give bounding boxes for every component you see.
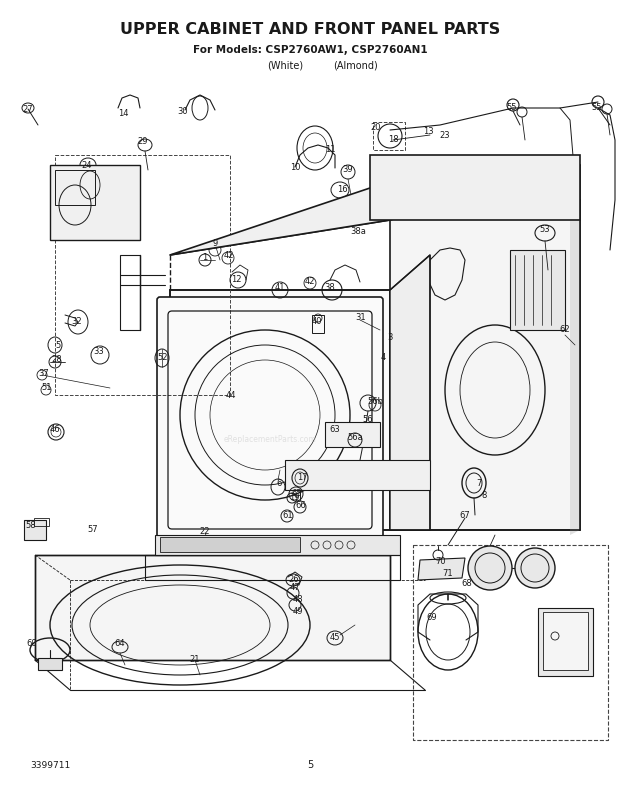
Text: 24: 24 — [82, 161, 92, 171]
Bar — [285, 460, 430, 490]
Text: 14: 14 — [118, 108, 128, 118]
Text: 3399711: 3399711 — [30, 761, 70, 769]
Text: 66: 66 — [296, 502, 306, 510]
Text: 49: 49 — [293, 608, 303, 616]
Text: 68: 68 — [462, 578, 472, 588]
Bar — [50, 165, 140, 240]
Text: 60: 60 — [27, 638, 37, 648]
Text: 55: 55 — [507, 103, 517, 112]
Text: 11: 11 — [325, 145, 335, 153]
Text: 38a: 38a — [350, 228, 366, 236]
Bar — [34, 518, 49, 526]
Text: 3: 3 — [388, 333, 392, 341]
Text: 71: 71 — [443, 569, 453, 577]
Text: 40: 40 — [312, 318, 322, 326]
Bar — [325, 422, 380, 447]
Text: 58: 58 — [25, 521, 37, 529]
Text: 33: 33 — [94, 348, 104, 356]
Text: 18: 18 — [388, 136, 398, 145]
Text: 42: 42 — [224, 251, 234, 261]
Text: 13: 13 — [423, 127, 433, 137]
Polygon shape — [170, 165, 580, 255]
Text: (Almond): (Almond) — [332, 60, 378, 70]
Text: 53: 53 — [539, 225, 551, 235]
Text: 56: 56 — [363, 416, 373, 424]
Text: 19: 19 — [289, 492, 299, 502]
Text: 6: 6 — [277, 480, 281, 488]
Text: 63: 63 — [330, 426, 340, 434]
Text: 8: 8 — [481, 491, 487, 501]
Text: 55: 55 — [591, 103, 602, 112]
Text: 5: 5 — [55, 340, 61, 349]
Text: 44: 44 — [226, 390, 236, 400]
Bar — [160, 537, 300, 552]
Bar — [510, 250, 565, 330]
Polygon shape — [570, 195, 580, 535]
Text: 22: 22 — [200, 526, 210, 536]
Bar — [312, 315, 324, 333]
Text: 31: 31 — [356, 313, 366, 322]
Text: 64: 64 — [115, 639, 125, 649]
Text: 10: 10 — [290, 163, 300, 171]
Text: 52: 52 — [157, 352, 168, 362]
Bar — [38, 658, 62, 670]
Text: 17: 17 — [297, 472, 308, 481]
Text: 38: 38 — [325, 284, 335, 292]
Text: 61: 61 — [283, 510, 293, 520]
Bar — [24, 520, 46, 540]
Bar — [155, 535, 400, 555]
Text: 32: 32 — [72, 318, 82, 326]
Text: eReplacementParts.com: eReplacementParts.com — [224, 435, 316, 445]
Polygon shape — [35, 555, 390, 660]
Text: For Models: CSP2760AW1, CSP2760AN1: For Models: CSP2760AW1, CSP2760AN1 — [193, 45, 427, 55]
Polygon shape — [390, 200, 580, 530]
Bar — [543, 612, 588, 670]
Text: 4: 4 — [381, 353, 386, 363]
Text: 70: 70 — [436, 556, 446, 566]
Text: 56b: 56b — [367, 397, 383, 407]
Text: 51: 51 — [42, 383, 52, 393]
Text: 57: 57 — [87, 525, 99, 535]
Text: 29: 29 — [138, 137, 148, 146]
Text: 65: 65 — [291, 488, 303, 498]
Text: 9: 9 — [213, 239, 218, 249]
Text: (White): (White) — [267, 60, 303, 70]
Text: 28: 28 — [51, 356, 63, 364]
Text: 62: 62 — [560, 325, 570, 334]
Text: 39: 39 — [343, 165, 353, 175]
Text: 47: 47 — [290, 584, 300, 592]
Text: 67: 67 — [459, 510, 471, 520]
Text: 23: 23 — [440, 130, 450, 140]
Text: 16: 16 — [337, 186, 347, 194]
Text: 41: 41 — [275, 284, 285, 292]
Text: 5: 5 — [307, 760, 313, 770]
Bar — [145, 555, 400, 580]
Text: UPPER CABINET AND FRONT PANEL PARTS: UPPER CABINET AND FRONT PANEL PARTS — [120, 22, 500, 37]
Text: 30: 30 — [178, 107, 188, 116]
Text: 7: 7 — [476, 480, 482, 488]
Text: 48: 48 — [293, 596, 303, 604]
Polygon shape — [390, 255, 430, 530]
Text: 37: 37 — [38, 368, 50, 378]
Text: 45: 45 — [330, 634, 340, 642]
Text: 1: 1 — [202, 253, 208, 261]
Text: 26: 26 — [289, 575, 299, 585]
Bar — [538, 608, 593, 676]
Text: 21: 21 — [190, 656, 200, 664]
Bar — [120, 255, 140, 330]
Ellipse shape — [468, 546, 512, 590]
Bar — [55, 170, 95, 205]
Text: 12: 12 — [231, 274, 241, 284]
Text: 46: 46 — [50, 426, 60, 434]
Bar — [370, 155, 580, 220]
Text: 56a: 56a — [347, 434, 363, 442]
FancyBboxPatch shape — [157, 297, 383, 538]
Text: 27: 27 — [23, 104, 33, 114]
Text: 69: 69 — [427, 612, 437, 622]
Text: 20: 20 — [371, 123, 381, 133]
Polygon shape — [418, 558, 465, 580]
Text: 42: 42 — [305, 276, 315, 285]
Ellipse shape — [515, 548, 555, 588]
Polygon shape — [170, 290, 390, 530]
